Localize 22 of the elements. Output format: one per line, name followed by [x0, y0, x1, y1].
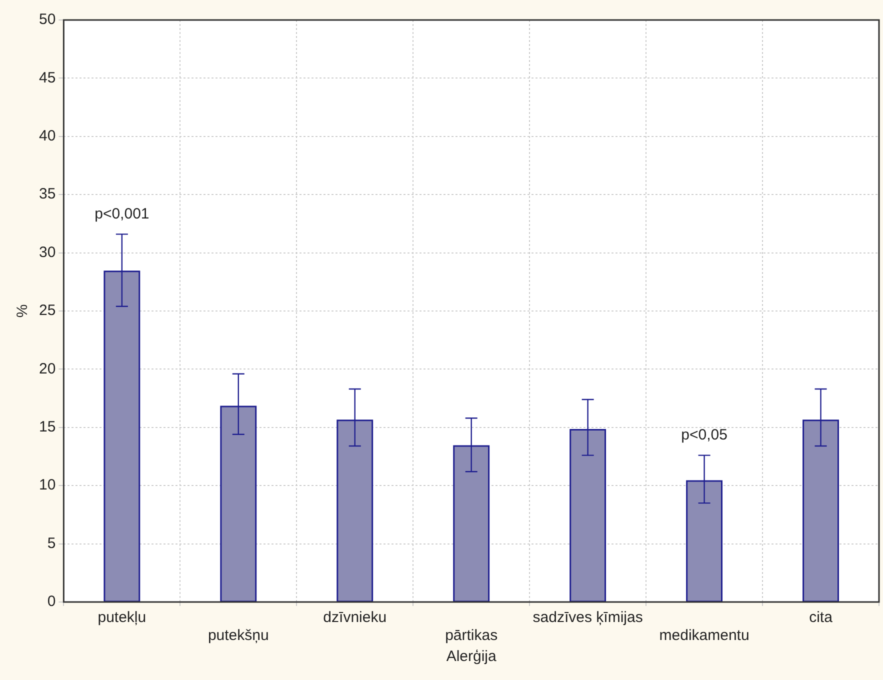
y-tick-label: 35: [38, 186, 56, 203]
x-tick-label: putekļu: [98, 609, 146, 626]
y-tick-label: 15: [38, 418, 56, 436]
x-tick-label: putekšņu: [208, 627, 269, 644]
x-tick-label: cita: [809, 609, 834, 626]
y-tick-label: 0: [47, 593, 56, 610]
x-tick-label: pārtikas: [445, 627, 498, 644]
y-tick-label: 5: [47, 534, 56, 552]
x-tick-label: dzīvnieku: [323, 609, 387, 626]
annotation: p<0,05: [681, 426, 728, 444]
y-tick-label: 40: [38, 128, 56, 145]
x-tick-label: medikamentu: [659, 627, 750, 644]
y-axis-title: %: [14, 304, 32, 318]
y-tick-label: 25: [38, 302, 56, 320]
x-tick-label: sadzīves ķīmijas: [532, 609, 643, 626]
annotation: p<0,001: [94, 205, 150, 222]
y-tick-label: 50: [38, 11, 56, 28]
y-tick-label: 30: [38, 244, 56, 261]
y-tick-label: 10: [38, 476, 56, 494]
x-axis-title: Alerģija: [446, 648, 498, 666]
y-tick-label: 45: [38, 69, 56, 86]
y-tick-label: 20: [38, 360, 56, 378]
